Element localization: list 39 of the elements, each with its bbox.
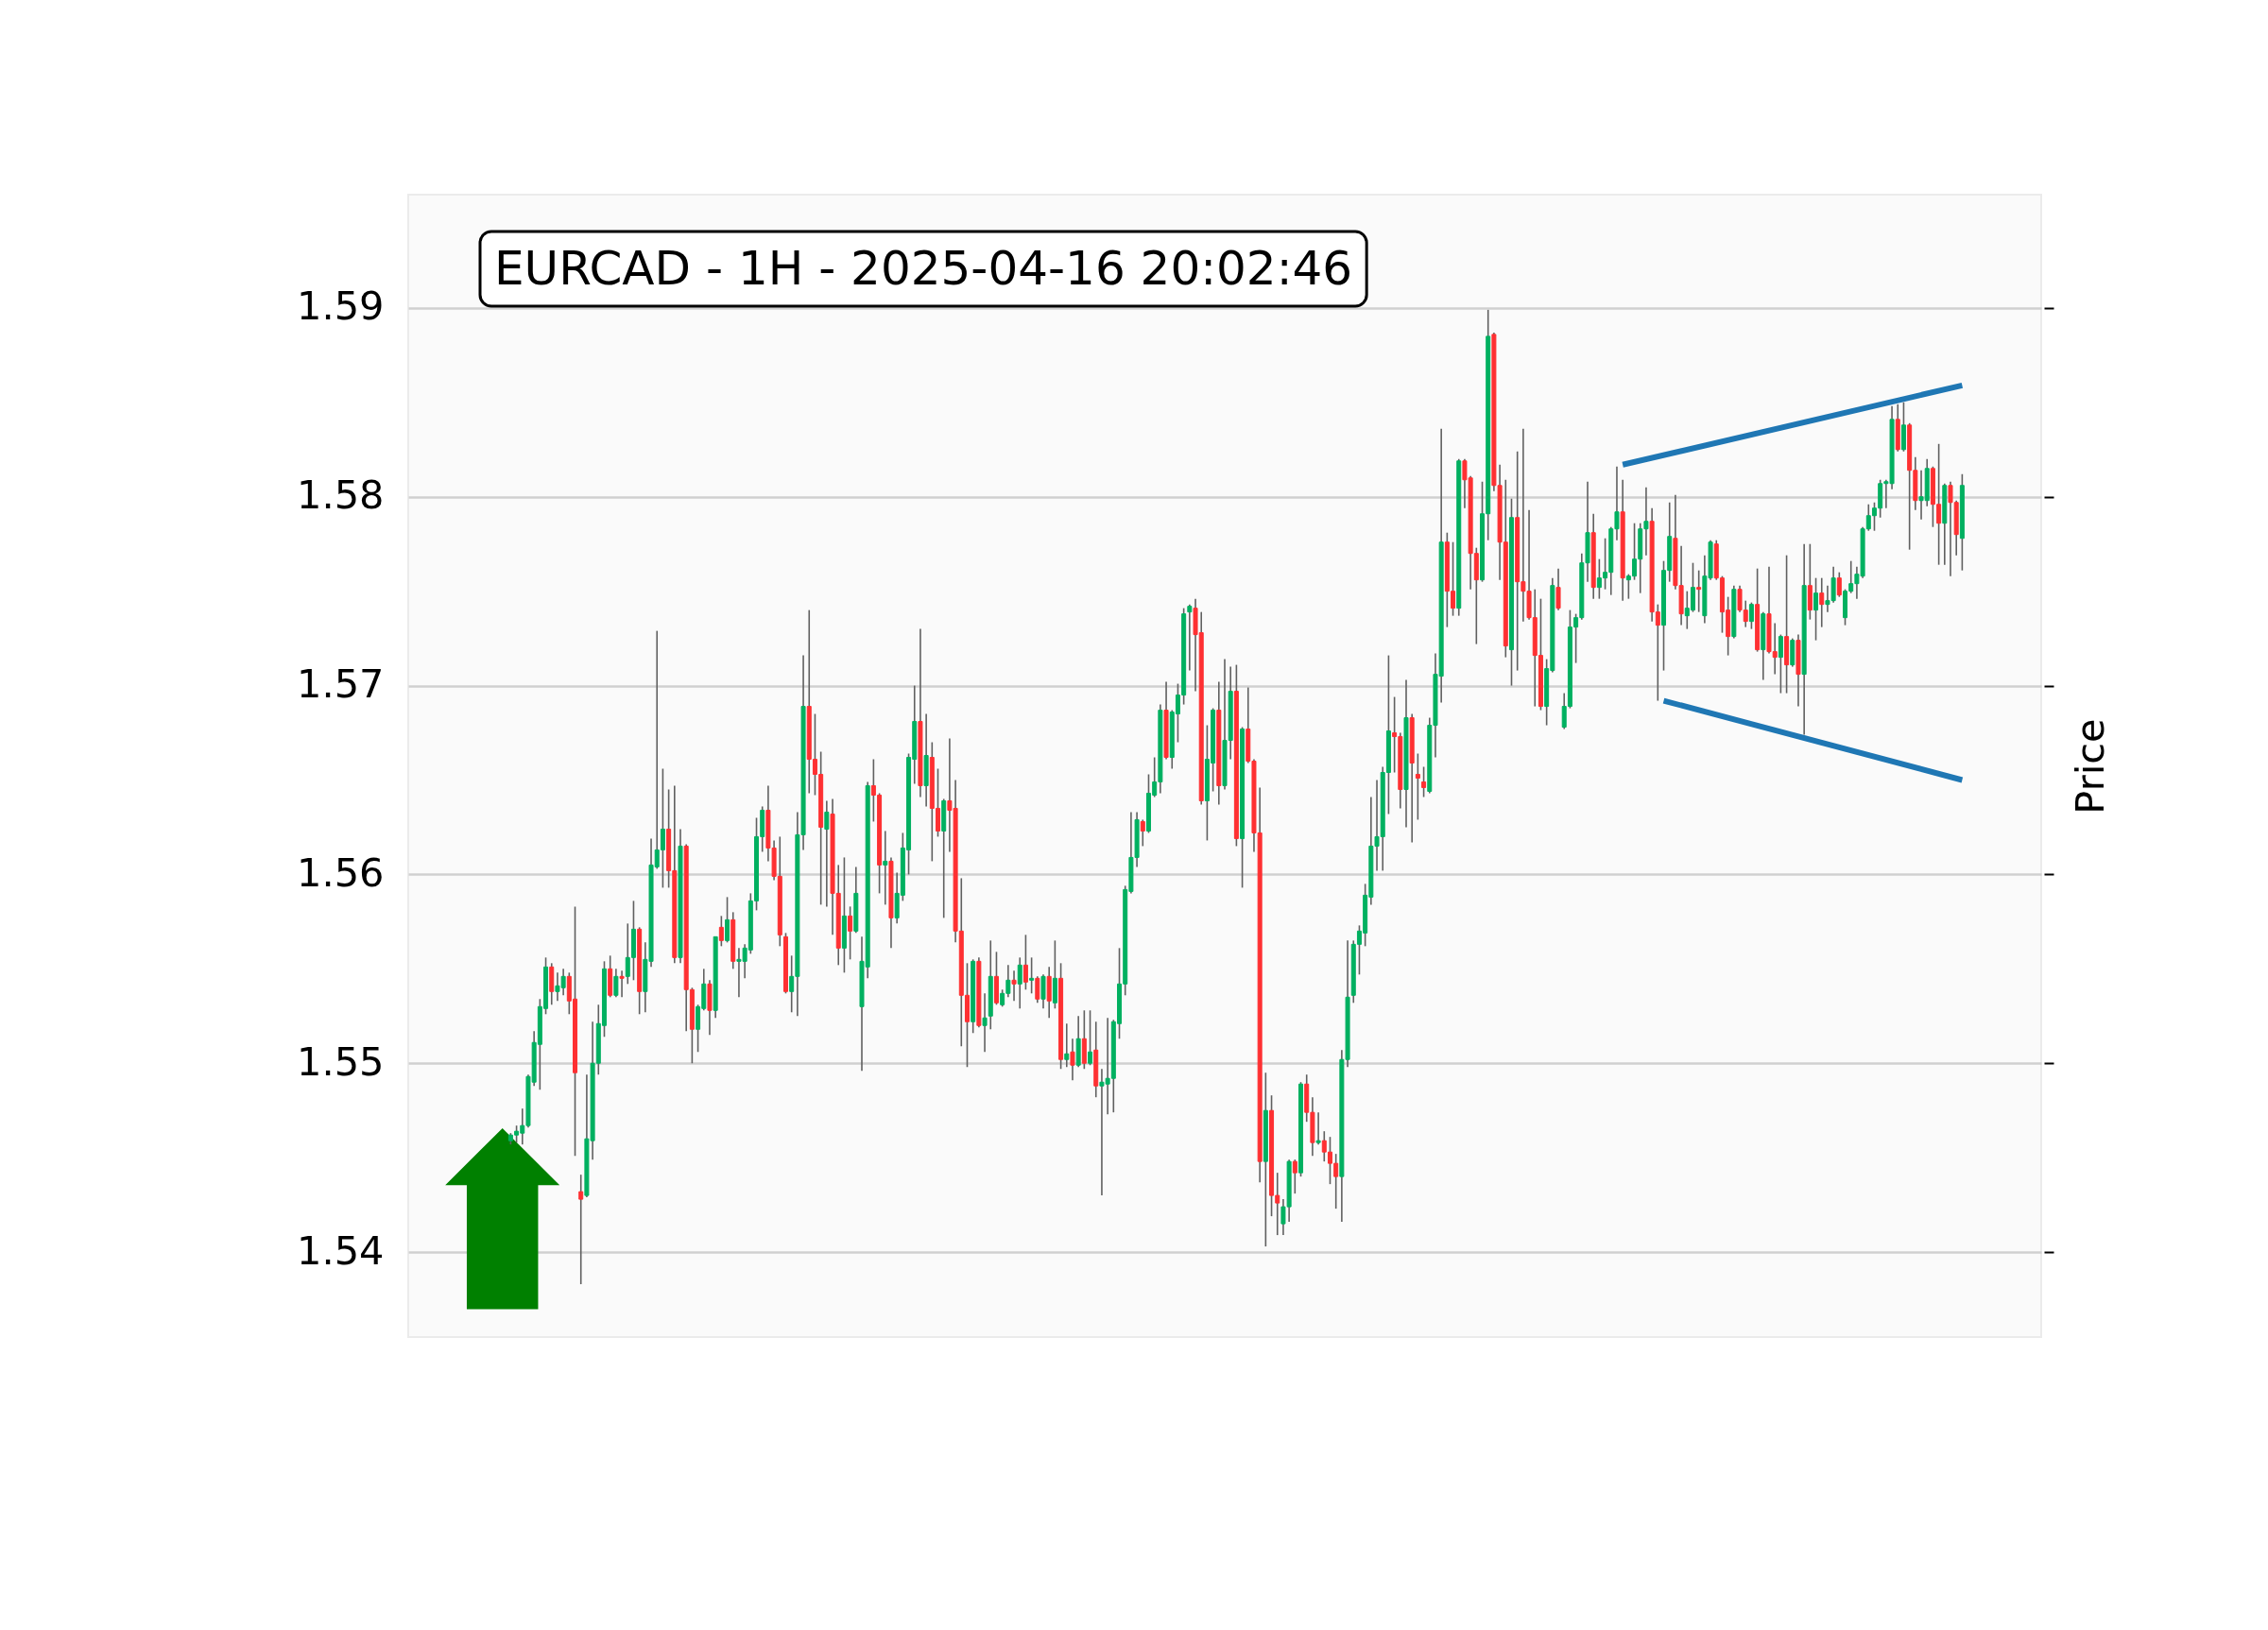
candlestick	[1292, 1158, 1297, 1194]
candlestick	[578, 1174, 584, 1285]
candlestick	[1315, 1111, 1321, 1145]
candlestick	[1187, 603, 1193, 672]
candlestick	[1040, 973, 1046, 1010]
candlestick	[1029, 956, 1035, 995]
candlestick	[1415, 752, 1420, 821]
y-tick-label: 1.55	[297, 1038, 385, 1085]
candlestick	[1011, 969, 1017, 1003]
candlestick	[1819, 576, 1825, 628]
candlestick	[1748, 601, 1754, 630]
candlestick	[1778, 633, 1783, 695]
candlestick	[1555, 567, 1561, 611]
y-tick-label: 1.59	[297, 283, 385, 330]
candlestick	[982, 992, 988, 1054]
candlestick	[1035, 975, 1040, 1004]
y-tick-label: 1.54	[297, 1227, 385, 1274]
candlestick	[1421, 765, 1427, 798]
candlestick	[883, 830, 888, 906]
candlestick	[1064, 1022, 1070, 1069]
candlestick	[1022, 934, 1028, 991]
candlestick	[1696, 569, 1702, 613]
text: EURCAD - 1H - 2025-04-16 20:02:46	[494, 241, 1353, 296]
candlestick	[725, 896, 730, 944]
candlestick	[1140, 818, 1145, 848]
y-axis-title: Price	[2066, 718, 2113, 815]
candlestick	[1070, 1038, 1075, 1082]
candlestick	[824, 799, 830, 908]
y-tick-label: 1.56	[297, 849, 385, 896]
candlestick	[619, 969, 625, 999]
candlestick	[1088, 1009, 1093, 1067]
candlestick	[718, 915, 724, 948]
candlestick	[1813, 576, 1819, 642]
candlestick	[848, 905, 853, 961]
y-tick-label: 1.58	[297, 472, 385, 519]
candlestick	[1017, 956, 1022, 1010]
candlestick	[613, 968, 619, 999]
candlestick	[1836, 571, 1842, 598]
y-tick-label: 1.57	[297, 661, 385, 708]
